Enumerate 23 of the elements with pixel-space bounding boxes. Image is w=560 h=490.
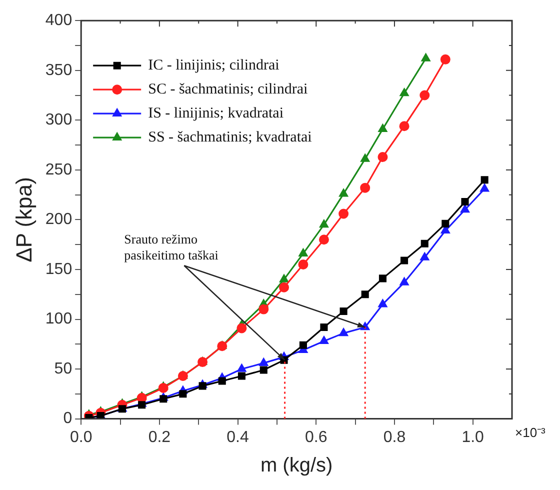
x-tick-label: 0.0 (70, 428, 92, 446)
legend-label: SC - šachmatinis; cilindrai (148, 82, 308, 98)
text: ×10⁻³ (515, 424, 546, 440)
legend-label: IS - linijinis; kvadratai (148, 106, 284, 122)
legend-label: SS - šachmatinis; kvadratai (148, 130, 312, 146)
y-tick-label: 350 (45, 62, 72, 79)
y-tick-label: 150 (45, 260, 72, 278)
y-axis-title: ΔP (kpa) (11, 177, 36, 262)
x-tick-label: 0.4 (226, 428, 250, 446)
y-tick-label: 250 (45, 161, 72, 178)
x-tick-label: 0.2 (148, 428, 171, 446)
y-tick-label: 300 (45, 112, 72, 129)
y-tick-label: 400 (45, 12, 72, 30)
x-tick-label: 1.0 (462, 428, 484, 446)
x-tick-label: 0.6 (305, 428, 328, 446)
y-tick-label: 200 (45, 211, 72, 228)
y-tick-label: 50 (54, 360, 72, 378)
y-tick-label: 100 (45, 310, 72, 328)
x-tick-label: 0.8 (383, 428, 406, 446)
annotation: Srauto režimo pasikeitimo taškai (124, 232, 219, 263)
y-tick-label: 0 (63, 410, 72, 428)
x-axis-title: m (kg/s) (260, 454, 333, 477)
legend-label: IC - linijinis; cilindrai (148, 58, 280, 74)
